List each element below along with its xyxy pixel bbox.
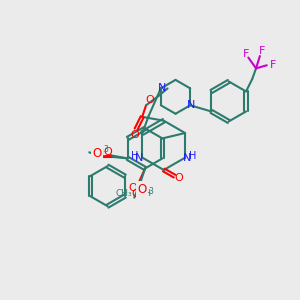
Text: O: O bbox=[146, 95, 154, 105]
Text: F: F bbox=[259, 46, 266, 56]
Text: 3: 3 bbox=[104, 146, 109, 154]
Text: N: N bbox=[158, 83, 166, 93]
Text: F: F bbox=[270, 60, 276, 70]
Text: N: N bbox=[183, 153, 192, 163]
Text: H: H bbox=[131, 151, 138, 161]
Text: N: N bbox=[187, 100, 195, 110]
Text: 3: 3 bbox=[149, 187, 154, 196]
Text: N: N bbox=[135, 153, 143, 163]
Text: O: O bbox=[137, 183, 147, 196]
Text: F: F bbox=[243, 49, 249, 59]
Text: O: O bbox=[128, 183, 137, 193]
Text: CH: CH bbox=[92, 148, 105, 157]
Text: O: O bbox=[131, 189, 140, 199]
Text: CH: CH bbox=[139, 189, 152, 198]
Text: O: O bbox=[103, 147, 112, 157]
Text: H: H bbox=[189, 151, 196, 161]
Text: O: O bbox=[92, 146, 101, 160]
Text: O: O bbox=[130, 130, 139, 140]
Text: O: O bbox=[175, 173, 184, 183]
Text: CH₃: CH₃ bbox=[115, 189, 132, 198]
